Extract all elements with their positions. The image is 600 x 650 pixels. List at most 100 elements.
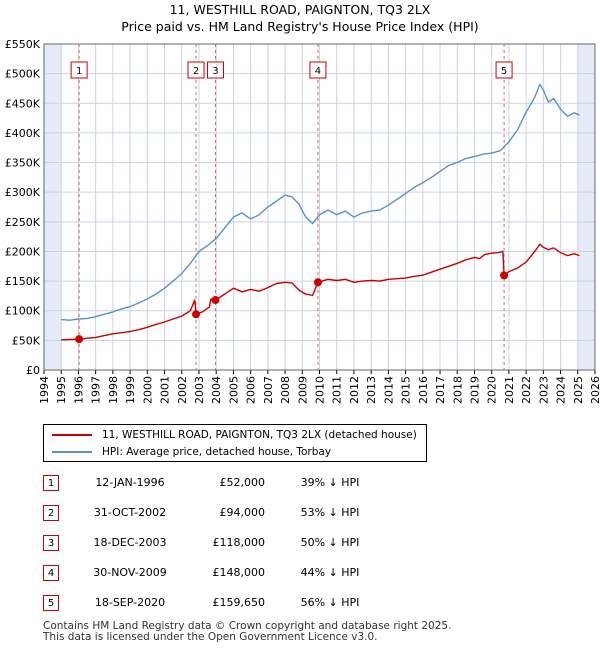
sale-point xyxy=(75,335,84,344)
sale-number-box xyxy=(206,61,224,79)
footer-copyright: Contains HM Land Registry data © Crown c… xyxy=(43,620,452,632)
x-tick-label: 1997 xyxy=(90,376,103,404)
y-tick-label: £150K xyxy=(5,275,41,288)
x-tick-label: 1995 xyxy=(55,376,68,404)
transaction-number: 5 xyxy=(43,595,59,611)
transaction-row: 3 18-DEC-2003 £118,000 50% ↓ HPI xyxy=(0,535,600,553)
x-tick-label: 2011 xyxy=(331,376,344,404)
x-tick-label: 2004 xyxy=(210,376,223,404)
sale-point xyxy=(313,278,322,287)
legend-swatch-hpi xyxy=(52,451,92,453)
sale-point xyxy=(192,310,201,319)
legend: 11, WESTHILL ROAD, PAIGNTON, TQ3 2LX (de… xyxy=(43,424,427,462)
x-tick-label: 2000 xyxy=(141,376,154,404)
x-tick-label: 1996 xyxy=(72,376,85,404)
hpi-line xyxy=(61,83,580,321)
x-tick-label: 2016 xyxy=(417,376,430,404)
transaction-number: 3 xyxy=(43,535,59,551)
transaction-hpi-diff: 39% ↓ HPI xyxy=(300,476,360,489)
transaction-price: £159,650 xyxy=(212,596,266,609)
x-tick-label: 2017 xyxy=(434,376,447,404)
x-tick-label: 2009 xyxy=(296,376,309,404)
sale-number-label: 3 xyxy=(212,66,218,77)
x-tick-label: 2021 xyxy=(503,376,516,404)
sale-number-label: 2 xyxy=(193,66,199,77)
y-tick-label: £300K xyxy=(5,186,41,199)
x-tick-label: 2023 xyxy=(537,376,550,404)
x-tick-label: 1998 xyxy=(107,376,120,404)
x-tick-label: 1999 xyxy=(124,376,137,404)
plot-border xyxy=(43,43,596,371)
transaction-date: 18-SEP-2020 xyxy=(94,596,166,609)
sale-number-box xyxy=(309,61,327,79)
x-tick-label: 2015 xyxy=(400,376,413,404)
x-tick-label: 2024 xyxy=(555,376,568,404)
transaction-hpi-diff: 53% ↓ HPI xyxy=(300,506,360,519)
sale-number-label: 4 xyxy=(315,66,321,77)
transaction-hpi-diff: 56% ↓ HPI xyxy=(300,596,360,609)
y-tick-label: £0 xyxy=(26,364,40,377)
sale-point xyxy=(211,296,220,305)
legend-item-price: 11, WESTHILL ROAD, PAIGNTON, TQ3 2LX (de… xyxy=(52,427,417,443)
x-tick-label: 2010 xyxy=(314,376,327,404)
transaction-price: £118,000 xyxy=(212,536,266,549)
y-tick-label: £500K xyxy=(5,68,41,81)
transaction-number: 2 xyxy=(43,505,59,521)
y-tick-label: £400K xyxy=(5,127,41,140)
transaction-number: 4 xyxy=(43,565,59,581)
sale-number-label: 5 xyxy=(501,66,507,77)
transaction-row: 2 31-OCT-2002 £94,000 53% ↓ HPI xyxy=(0,505,600,523)
x-tick-label: 2013 xyxy=(365,376,378,404)
x-tick-label: 1994 xyxy=(38,376,51,404)
price-chart: £0 £50K £100K £150K £200K £250K £300K £350K £400… xyxy=(5,38,600,404)
y-tick-label: £50K xyxy=(12,334,41,347)
legend-label-price: 11, WESTHILL ROAD, PAIGNTON, TQ3 2LX (de… xyxy=(102,429,417,441)
transaction-price: £148,000 xyxy=(212,566,266,579)
chart-title-subtitle: Price paid vs. HM Land Registry's House … xyxy=(121,19,479,34)
x-tick-label: 2003 xyxy=(193,376,206,404)
x-tick-label: 2012 xyxy=(348,376,361,404)
x-tick-label: 2025 xyxy=(572,376,585,404)
x-tick-label: 2022 xyxy=(520,376,533,404)
y-tick-label: £200K xyxy=(5,245,41,258)
transaction-date: 18-DEC-2003 xyxy=(93,536,167,549)
y-tick-label: £250K xyxy=(5,216,41,229)
transaction-row: 4 30-NOV-2009 £148,000 44% ↓ HPI xyxy=(0,565,600,583)
shaded-range xyxy=(577,44,595,370)
sale-number-box xyxy=(495,61,513,79)
transaction-hpi-diff: 50% ↓ HPI xyxy=(300,536,360,549)
y-tick-label: £450K xyxy=(5,97,41,110)
sale-point xyxy=(500,271,509,280)
legend-label-hpi: HPI: Average price, detached house, Torb… xyxy=(102,446,332,458)
transaction-price: £52,000 xyxy=(219,476,266,489)
sale-number-box xyxy=(70,61,88,79)
y-tick-label: £350K xyxy=(5,157,41,170)
shaded-range xyxy=(44,44,62,370)
transaction-date: 30-NOV-2009 xyxy=(93,566,167,579)
x-tick-label: 2001 xyxy=(159,376,172,404)
transaction-hpi-diff: 44% ↓ HPI xyxy=(300,566,360,579)
legend-swatch-price xyxy=(52,434,92,436)
x-tick-label: 2007 xyxy=(262,376,275,404)
x-tick-label: 2026 xyxy=(589,376,600,404)
x-tick-label: 2008 xyxy=(279,376,292,404)
y-tick-label: £100K xyxy=(5,305,41,318)
chart-title-address: 11, WESTHILL ROAD, PAIGNTON, TQ3 2LX xyxy=(169,2,431,17)
x-tick-label: 2002 xyxy=(176,376,189,404)
transaction-price: £94,000 xyxy=(219,506,266,519)
x-tick-label: 2005 xyxy=(227,376,240,404)
transaction-number: 1 xyxy=(43,475,59,491)
x-tick-label: 2018 xyxy=(451,376,464,404)
legend-item-hpi: HPI: Average price, detached house, Torb… xyxy=(52,444,331,460)
footer-licence: This data is licensed under the Open Gov… xyxy=(43,631,378,643)
transaction-row: 1 12-JAN-1996 £52,000 39% ↓ HPI xyxy=(0,475,600,493)
x-tick-label: 2019 xyxy=(468,376,481,404)
x-tick-label: 2006 xyxy=(245,376,258,404)
sale-number-box xyxy=(187,61,205,79)
transaction-row: 5 18-SEP-2020 £159,650 56% ↓ HPI xyxy=(0,595,600,613)
transaction-date: 12-JAN-1996 xyxy=(95,476,165,489)
y-tick-label: £550K xyxy=(5,38,41,51)
x-tick-label: 2020 xyxy=(486,376,499,404)
x-tick-label: 2014 xyxy=(382,376,395,404)
sale-number-label: 1 xyxy=(76,66,82,77)
